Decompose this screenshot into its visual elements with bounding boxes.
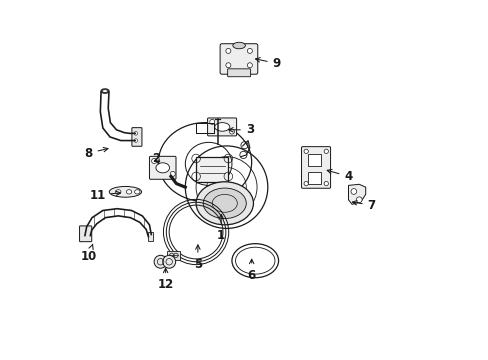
Circle shape: [229, 129, 234, 134]
Bar: [308, 172, 320, 184]
Text: 11: 11: [89, 189, 120, 202]
Ellipse shape: [196, 182, 253, 225]
Text: 5: 5: [193, 245, 202, 271]
Ellipse shape: [115, 190, 121, 194]
FancyBboxPatch shape: [207, 118, 236, 136]
Circle shape: [225, 48, 230, 53]
Ellipse shape: [232, 42, 245, 49]
Circle shape: [134, 132, 137, 135]
FancyBboxPatch shape: [227, 69, 250, 77]
Circle shape: [151, 158, 156, 163]
Circle shape: [154, 255, 167, 268]
Text: 9: 9: [255, 57, 280, 70]
Circle shape: [225, 63, 230, 68]
Circle shape: [209, 120, 214, 125]
FancyBboxPatch shape: [132, 128, 142, 146]
FancyBboxPatch shape: [149, 156, 176, 179]
Text: 2: 2: [152, 152, 161, 165]
Bar: [167, 251, 180, 260]
Circle shape: [247, 48, 252, 53]
Text: 4: 4: [326, 170, 352, 183]
Ellipse shape: [214, 123, 229, 131]
Circle shape: [356, 197, 362, 203]
Circle shape: [247, 63, 252, 68]
Polygon shape: [348, 184, 365, 204]
Ellipse shape: [156, 163, 169, 173]
Circle shape: [304, 181, 308, 186]
Text: 1: 1: [217, 215, 225, 242]
Ellipse shape: [109, 186, 142, 197]
Circle shape: [304, 149, 308, 153]
Text: 12: 12: [157, 268, 173, 291]
FancyBboxPatch shape: [301, 147, 330, 188]
Circle shape: [134, 139, 137, 142]
Text: 7: 7: [352, 199, 375, 212]
Text: 10: 10: [80, 244, 97, 262]
Circle shape: [324, 181, 328, 186]
Ellipse shape: [203, 188, 246, 219]
Ellipse shape: [134, 190, 140, 194]
Circle shape: [350, 189, 356, 194]
Ellipse shape: [126, 190, 131, 194]
FancyBboxPatch shape: [80, 226, 92, 242]
Bar: [308, 154, 320, 166]
Bar: [148, 232, 153, 241]
Text: 3: 3: [228, 123, 253, 136]
Bar: [196, 157, 228, 182]
FancyBboxPatch shape: [220, 44, 257, 74]
Text: 8: 8: [84, 147, 108, 159]
Text: 6: 6: [247, 259, 255, 282]
Circle shape: [170, 171, 175, 176]
Circle shape: [324, 149, 328, 153]
Circle shape: [163, 255, 175, 268]
